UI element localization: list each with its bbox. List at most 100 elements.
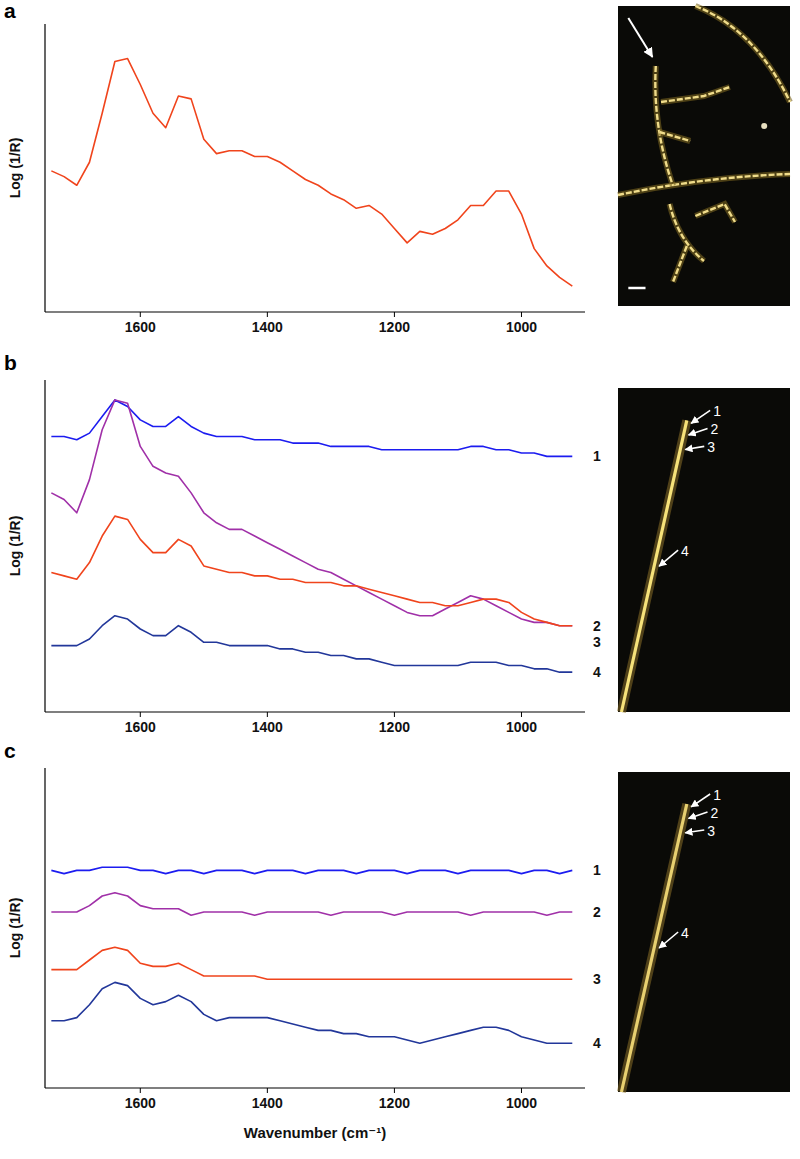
spectrum-line bbox=[51, 516, 572, 626]
hypha bbox=[695, 6, 790, 102]
panel-letter: a bbox=[4, 0, 16, 22]
y-axis-title: Log (1/R) bbox=[7, 516, 23, 577]
hypha bbox=[618, 174, 790, 195]
pointer-arrow bbox=[685, 830, 704, 833]
y-axis-title: Log (1/R) bbox=[7, 138, 23, 199]
spectrum-line bbox=[51, 893, 572, 915]
series-label: 4 bbox=[593, 1035, 601, 1051]
x-tick-label: 1400 bbox=[252, 1095, 283, 1111]
micrograph: 1234 bbox=[618, 388, 790, 712]
figure: a 1600 1400 1200 1000 Log (1/R) b 1600 1400 1200 1… bbox=[0, 0, 800, 1159]
y-axis-title: Log (1/R) bbox=[7, 898, 23, 959]
image-label: 3 bbox=[707, 823, 715, 839]
scale-bar bbox=[628, 287, 645, 290]
image-label: 4 bbox=[681, 543, 689, 559]
series-label: 1 bbox=[593, 862, 601, 878]
panel-0: a 1600 1400 1200 1000 Log (1/R) bbox=[4, 0, 790, 335]
x-tick-label: 1400 bbox=[252, 319, 283, 335]
x-tick bbox=[140, 1088, 141, 1093]
image-label: 2 bbox=[711, 421, 719, 437]
plot-area bbox=[51, 867, 572, 1043]
x-axis bbox=[45, 711, 585, 712]
hypha-glow bbox=[673, 246, 687, 282]
hypha-glow bbox=[655, 66, 673, 186]
fiber-glow bbox=[621, 804, 686, 1092]
y-axis bbox=[44, 768, 45, 1088]
particle bbox=[761, 123, 767, 129]
plot-area bbox=[51, 59, 572, 287]
x-axis bbox=[45, 1087, 585, 1088]
pointer-arrow bbox=[659, 550, 678, 566]
fiber bbox=[621, 420, 686, 712]
x-tick-label: 1200 bbox=[379, 319, 410, 335]
image-label: 4 bbox=[681, 925, 689, 941]
hypha bbox=[659, 132, 690, 141]
x-tick bbox=[394, 712, 395, 717]
plot-area bbox=[51, 400, 572, 672]
y-axis bbox=[44, 380, 45, 712]
hypha bbox=[695, 204, 735, 222]
x-tick-label: 1600 bbox=[125, 1095, 156, 1111]
hypha-glow bbox=[695, 204, 735, 222]
pointer-arrow bbox=[689, 812, 708, 818]
pointer-arrow bbox=[685, 446, 704, 449]
spectrum-line bbox=[51, 59, 572, 287]
panel-1: b1600140012001000Log (1/R)12341234 bbox=[4, 351, 790, 735]
x-tick bbox=[267, 312, 268, 317]
x-tick bbox=[521, 1088, 522, 1093]
hypha bbox=[661, 87, 730, 102]
x-tick bbox=[267, 1088, 268, 1093]
spectrum-line bbox=[51, 947, 572, 979]
x-tick bbox=[394, 312, 395, 317]
y-axis bbox=[44, 24, 45, 312]
micrograph: 1 2 3 4 bbox=[618, 772, 790, 1092]
spectrum-line bbox=[51, 867, 572, 873]
spectrum-line bbox=[51, 400, 572, 626]
pointer-arrow bbox=[691, 410, 710, 423]
hypha-glow bbox=[618, 174, 790, 195]
panel-letter: c bbox=[4, 739, 16, 762]
fiber-glow bbox=[621, 420, 686, 712]
panel-letter: b bbox=[4, 351, 17, 374]
series-label: 4 bbox=[593, 664, 601, 680]
x-tick-label: 1200 bbox=[379, 1095, 410, 1111]
hypha-glow bbox=[659, 132, 690, 141]
panel-2: c 1600 1400 1200 1000 Log (1/R) Wavenumber (cm… bbox=[4, 739, 790, 1141]
spectrum-line bbox=[51, 982, 572, 1043]
micrograph bbox=[618, 6, 790, 306]
x-tick-label: 1200 bbox=[379, 719, 410, 735]
x-axis-title: Wavenumber (cm⁻¹) bbox=[244, 1124, 386, 1141]
micrograph-background bbox=[618, 388, 790, 712]
series-label: 2 bbox=[593, 904, 601, 920]
hypha-glow bbox=[695, 6, 790, 102]
pointer-arrow bbox=[659, 932, 678, 948]
series-label: 1 bbox=[593, 448, 601, 464]
series-label: 3 bbox=[593, 634, 601, 650]
hypha-glow bbox=[661, 87, 730, 102]
x-tick-label: 1600 bbox=[125, 319, 156, 335]
hypha bbox=[673, 246, 687, 282]
series-label: 2 bbox=[593, 618, 601, 634]
x-tick bbox=[140, 712, 141, 717]
x-tick bbox=[140, 312, 141, 317]
x-tick bbox=[267, 712, 268, 717]
hypha bbox=[655, 66, 673, 186]
x-tick-label: 1000 bbox=[506, 719, 537, 735]
x-tick-label: 1000 bbox=[506, 319, 537, 335]
pointer-arrow bbox=[628, 18, 652, 57]
image-label: 1 bbox=[713, 787, 721, 803]
image-label: 1 bbox=[713, 403, 721, 419]
series-label: 3 bbox=[593, 971, 601, 987]
x-tick-label: 1000 bbox=[506, 1095, 537, 1111]
pointer-arrow bbox=[689, 428, 708, 435]
x-tick-label: 1400 bbox=[252, 719, 283, 735]
x-tick bbox=[521, 712, 522, 717]
x-tick bbox=[394, 1088, 395, 1093]
micrograph-background bbox=[618, 6, 790, 306]
image-label: 2 bbox=[711, 805, 719, 821]
x-axis bbox=[45, 311, 585, 312]
fiber bbox=[621, 804, 686, 1092]
x-tick-label: 1600 bbox=[125, 719, 156, 735]
spectrum-line bbox=[51, 616, 572, 672]
x-tick bbox=[521, 312, 522, 317]
